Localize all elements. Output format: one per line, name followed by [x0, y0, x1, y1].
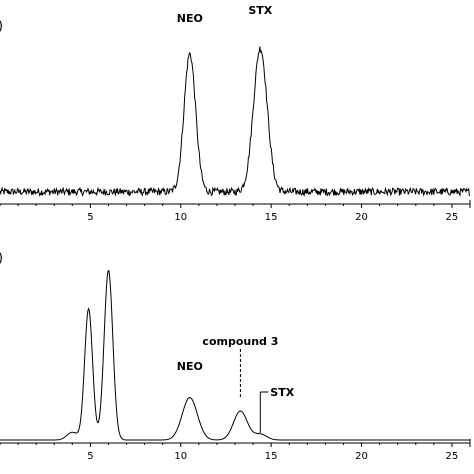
- chromatogram-trace: [0, 46, 471, 198]
- peak-label-stx: STX: [248, 4, 272, 17]
- peak-label-neo: NEO: [177, 360, 203, 373]
- chart-panel-1: 5 10 15 20 25) NEO STX: [0, 4, 471, 223]
- peak-label-compound-3: compound 3: [202, 335, 278, 348]
- x-tick-label: 20: [355, 451, 368, 462]
- x-tick-label: 5: [87, 451, 93, 462]
- x-tick-label: 5: [87, 212, 93, 223]
- x-tick-label: 15: [265, 451, 278, 462]
- x-tick-label: 25: [446, 212, 459, 223]
- peak-label-neo: NEO: [177, 12, 203, 25]
- x-tick-label: 10: [174, 212, 187, 223]
- panel-label: ): [0, 251, 3, 266]
- peak-label-stx: STX: [270, 386, 294, 399]
- x-tick-label: 20: [355, 212, 368, 223]
- chromatogram-trace: [0, 269, 470, 441]
- x-tick-label: 15: [265, 212, 278, 223]
- x-tick-label: 25: [446, 451, 459, 462]
- panel-label: ): [0, 19, 3, 34]
- chart-panel-2: 5 10 15 20 25) NEO compound 3 STX: [0, 251, 471, 462]
- x-tick-label: 10: [174, 451, 187, 462]
